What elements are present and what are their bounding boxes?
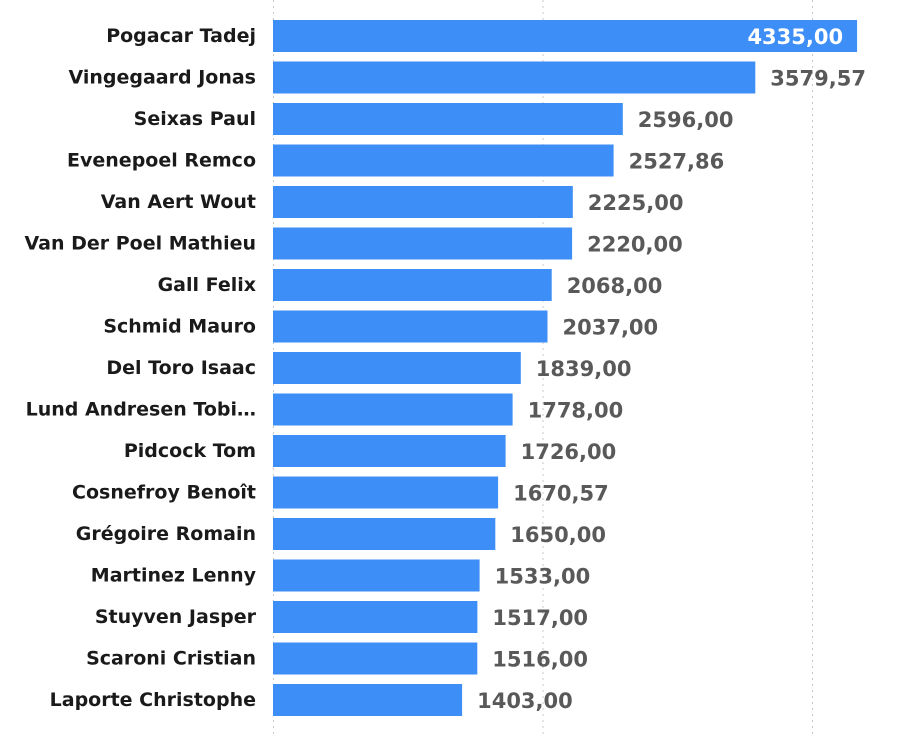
- value-label-6: 2220,00: [587, 233, 683, 257]
- category-label-6: Van Der Poel Mathieu: [24, 233, 256, 255]
- category-label-8: Schmid Mauro: [103, 316, 256, 338]
- value-label-5: 2225,00: [588, 191, 684, 215]
- bar-12: [273, 476, 499, 509]
- value-label-14: 1533,00: [495, 565, 591, 589]
- bar-3: [273, 103, 623, 135]
- bar-15: [273, 601, 478, 633]
- bar-14: [273, 559, 480, 592]
- category-label-7: Gall Felix: [158, 274, 256, 296]
- value-label-9: 1839,00: [536, 357, 632, 381]
- value-label-11: 1726,00: [521, 440, 617, 464]
- value-label-12: 1670,57: [513, 482, 609, 506]
- bar-4: [273, 144, 614, 177]
- category-label-11: Pidcock Tom: [124, 440, 256, 462]
- bar-16: [273, 642, 478, 675]
- value-label-1: 4335,00: [747, 25, 843, 49]
- category-label-15: Stuyven Jasper: [95, 606, 257, 628]
- category-label-3: Seixas Paul: [134, 108, 256, 130]
- bar-2: [273, 61, 756, 94]
- bar-9: [273, 352, 521, 384]
- bars: [273, 20, 858, 716]
- value-label-17: 1403,00: [477, 689, 573, 713]
- bar-10: [273, 393, 513, 426]
- category-label-13: Grégoire Romain: [76, 523, 256, 545]
- category-label-14: Martinez Lenny: [91, 565, 257, 587]
- value-label-7: 2068,00: [567, 274, 663, 298]
- value-label-16: 1516,00: [492, 648, 588, 672]
- value-label-2: 3579,57: [770, 67, 866, 91]
- value-label-4: 2527,86: [629, 150, 725, 174]
- category-label-4: Evenepoel Remco: [67, 150, 256, 172]
- category-label-9: Del Toro Isaac: [106, 357, 256, 379]
- value-label-10: 1778,00: [528, 399, 624, 423]
- category-label-2: Vingegaard Jonas: [68, 67, 256, 89]
- value-label-13: 1650,00: [510, 523, 606, 547]
- category-label-1: Pogacar Tadej: [106, 25, 256, 47]
- value-label-15: 1517,00: [492, 606, 588, 630]
- value-label-8: 2037,00: [563, 316, 659, 340]
- bar-6: [273, 227, 573, 260]
- bar-7: [273, 269, 552, 301]
- bar-13: [273, 518, 496, 550]
- bar-11: [273, 435, 506, 467]
- value-label-3: 2596,00: [638, 108, 734, 132]
- bar-8: [273, 310, 548, 343]
- value-labels: 4335,00 3579,57 2596,00 2527,86 2225,00 2220,…: [477, 25, 866, 713]
- category-label-16: Scaroni Cristian: [86, 648, 256, 670]
- category-label-10: Lund Andresen Tobi…: [26, 399, 256, 421]
- bar-5: [273, 186, 573, 218]
- category-labels: Pogacar Tadej Vingegaard Jonas Seixas Paul…: [24, 25, 256, 711]
- category-label-5: Van Aert Wout: [101, 191, 256, 213]
- category-label-17: Laporte Christophe: [50, 689, 256, 711]
- category-label-12: Cosnefroy Benoît: [72, 482, 256, 504]
- bar-17: [273, 684, 463, 716]
- bar-1: [273, 20, 858, 52]
